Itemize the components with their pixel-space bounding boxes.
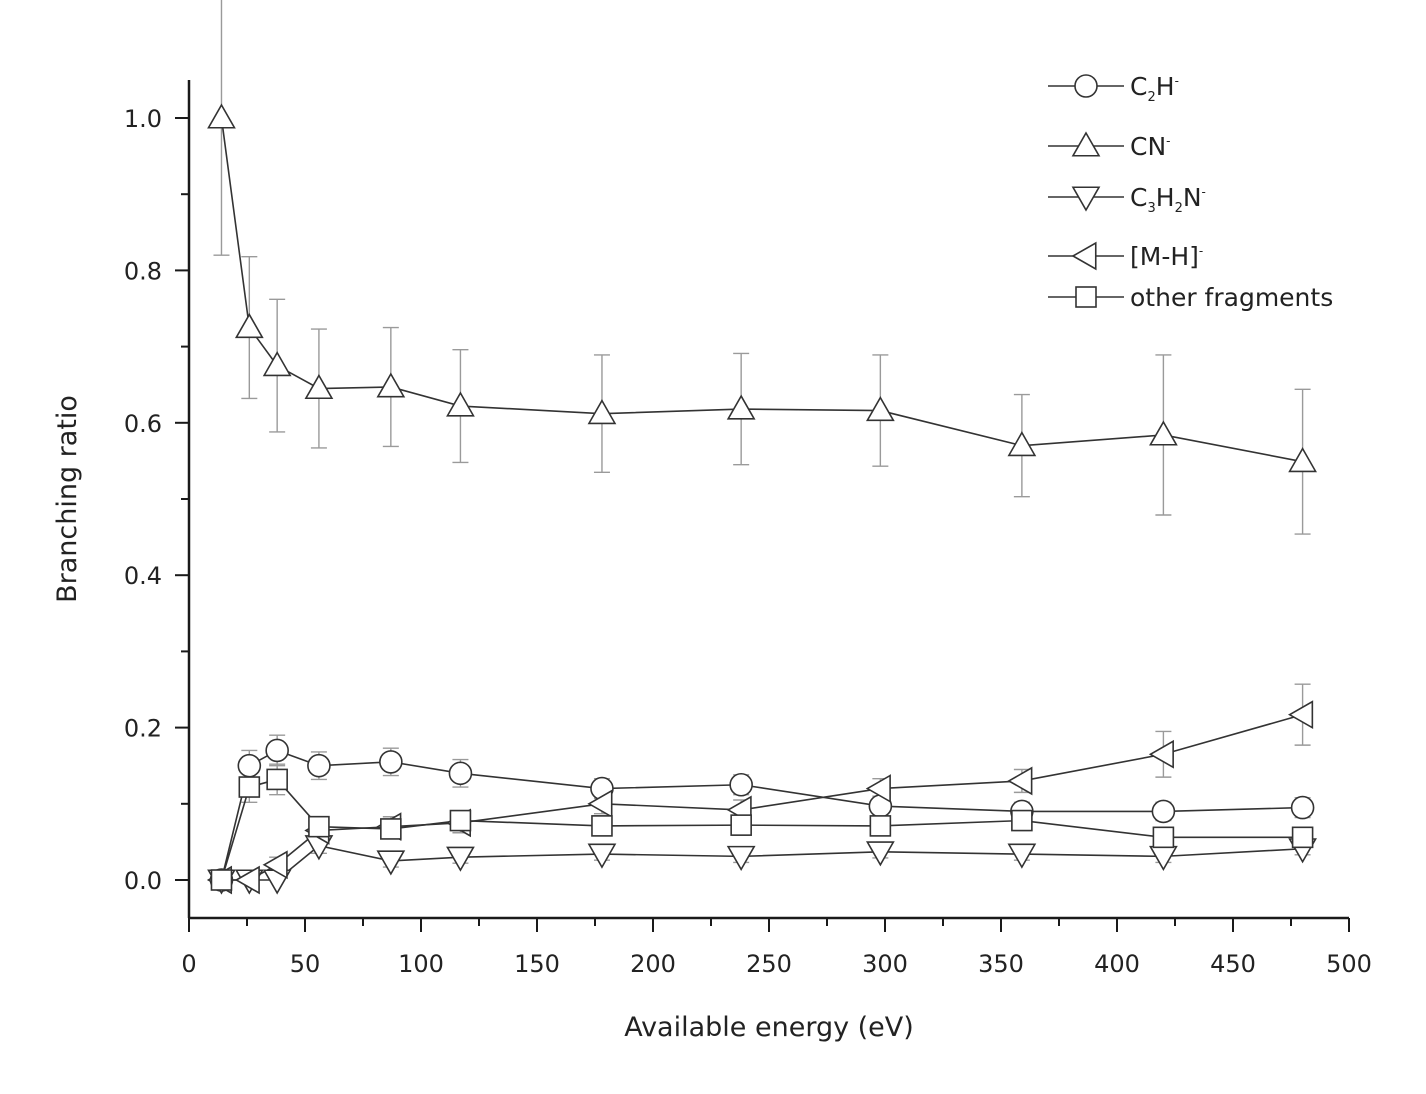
legend-label: [M-H]- bbox=[1130, 242, 1203, 271]
legend-item-c3h2n: C3H2N- bbox=[1048, 183, 1206, 216]
x-tick-label: 150 bbox=[514, 950, 560, 978]
x-axis-title: Available energy (eV) bbox=[624, 1012, 914, 1043]
y-tick-label: 0.2 bbox=[124, 715, 162, 743]
legend-label: CN- bbox=[1130, 132, 1171, 161]
data-point-c2h bbox=[307, 753, 331, 778]
data-point-cn bbox=[1007, 431, 1037, 457]
x-tick-label: 300 bbox=[862, 950, 908, 978]
data-point-c3h2n bbox=[376, 850, 406, 876]
legend-marker bbox=[1074, 74, 1098, 98]
data-point-other-fragments bbox=[1291, 826, 1314, 849]
series-markers-layer bbox=[206, 103, 1317, 895]
data-point-other-fragments bbox=[308, 815, 330, 838]
x-tick-label: 0 bbox=[181, 950, 196, 978]
legend-item-other-fragments: other fragments bbox=[1048, 283, 1333, 312]
data-point-cn bbox=[587, 399, 617, 425]
legend-item-cn: CN- bbox=[1048, 131, 1171, 161]
data-point-c3h2n bbox=[1007, 843, 1037, 869]
y-tick-label: 0.6 bbox=[124, 410, 162, 438]
x-tick-label: 450 bbox=[1210, 950, 1256, 978]
data-point-cn bbox=[726, 394, 756, 420]
data-point-c2h bbox=[1290, 795, 1315, 820]
data-point-c3h2n bbox=[446, 846, 475, 872]
data-point-m-h bbox=[262, 850, 288, 880]
legend-label: other fragments bbox=[1130, 283, 1333, 312]
data-point-c3h2n bbox=[865, 841, 895, 867]
data-point-m-h bbox=[865, 774, 891, 803]
y-tick-label: 1.0 bbox=[124, 105, 162, 133]
x-tick-label: 50 bbox=[290, 950, 321, 978]
axes-layer: 0 50 100 150 200 250 300 350 400 450 500 0.0 0.2 0.4 0… bbox=[52, 80, 1372, 1043]
data-point-c2h bbox=[729, 772, 753, 797]
x-tick-label: 350 bbox=[978, 950, 1024, 978]
y-tick-label: 0.4 bbox=[124, 562, 162, 590]
data-point-c2h bbox=[265, 738, 289, 763]
y-tick-label: 0.8 bbox=[124, 257, 162, 285]
data-point-other-fragments bbox=[869, 815, 892, 837]
data-point-cn bbox=[376, 372, 406, 398]
data-point-c2h bbox=[237, 753, 262, 778]
legend-label: C2H- bbox=[1130, 72, 1179, 105]
x-tick-label: 200 bbox=[630, 950, 676, 978]
legend-marker bbox=[1071, 241, 1097, 271]
data-point-m-h bbox=[1007, 766, 1033, 796]
data-point-cn bbox=[304, 373, 334, 400]
data-point-m-h bbox=[1148, 739, 1174, 769]
legend-marker bbox=[1075, 286, 1097, 308]
x-tick-label: 400 bbox=[1094, 950, 1140, 978]
data-point-m-h bbox=[587, 789, 613, 819]
data-point-other-fragments bbox=[266, 768, 288, 791]
data-point-c2h bbox=[1151, 799, 1176, 824]
data-point-c3h2n bbox=[587, 843, 617, 869]
legend-item-m-h: [M-H]- bbox=[1048, 241, 1203, 271]
data-point-c3h2n bbox=[726, 845, 756, 871]
y-axis-title: Branching ratio bbox=[52, 395, 83, 603]
data-point-cn bbox=[1149, 420, 1178, 446]
data-point-cn bbox=[865, 395, 895, 422]
data-point-cn bbox=[1288, 447, 1317, 473]
data-point-c2h bbox=[379, 750, 403, 774]
legend: C2H- CN- C3H2N- [M-H]- other fragments bbox=[1048, 72, 1333, 312]
x-tick-label: 500 bbox=[1326, 950, 1372, 978]
data-point-other-fragments bbox=[730, 814, 752, 836]
y-tick-label: 0.0 bbox=[124, 867, 162, 895]
data-point-c2h bbox=[448, 761, 473, 786]
legend-marker bbox=[1071, 131, 1101, 157]
legend-label: C3H2N- bbox=[1130, 183, 1206, 216]
legend-marker bbox=[1071, 186, 1101, 212]
data-point-cn bbox=[262, 351, 292, 377]
data-point-m-h bbox=[234, 865, 260, 895]
data-point-other-fragments bbox=[210, 869, 233, 891]
legend-item-c2h: C2H- bbox=[1048, 72, 1179, 105]
data-point-other-fragments bbox=[1152, 826, 1175, 849]
data-point-cn bbox=[234, 312, 264, 339]
data-point-cn bbox=[446, 391, 475, 417]
data-point-cn bbox=[207, 103, 236, 129]
data-point-other-fragments bbox=[380, 818, 402, 840]
data-point-other-fragments bbox=[1011, 809, 1033, 832]
data-point-other-fragments bbox=[238, 776, 261, 798]
data-point-other-fragments bbox=[591, 815, 613, 837]
x-tick-label: 250 bbox=[746, 950, 792, 978]
data-point-c3h2n bbox=[1149, 845, 1178, 871]
data-point-m-h bbox=[1287, 700, 1314, 730]
data-point-other-fragments bbox=[449, 809, 472, 832]
x-tick-label: 100 bbox=[398, 950, 444, 978]
